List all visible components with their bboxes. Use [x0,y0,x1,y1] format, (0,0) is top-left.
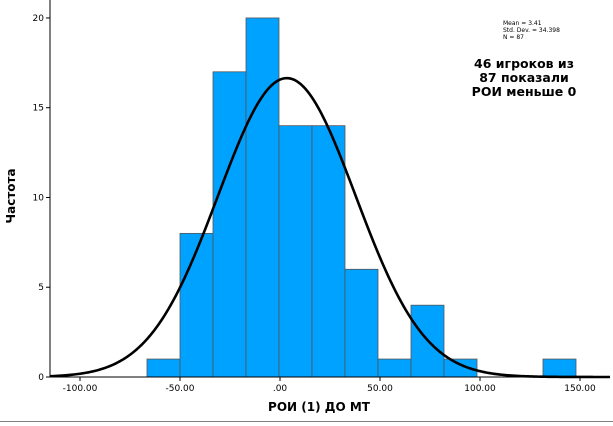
bottom-divider [0,421,613,422]
histogram-bar-0 [146,358,181,378]
y-tick-label-4: 20 [33,14,45,24]
y-tick-label-0: 0 [38,373,44,383]
y-tick-label-1: 5 [38,283,44,293]
x-tick-label-2: .00 [273,384,288,394]
stats-std-dev: Std. Dev. = 34.398 [503,27,560,34]
x-tick-label-4: 100.00 [464,384,496,394]
histogram-bar-5 [311,125,346,378]
histogram-bar-3 [245,17,280,378]
histogram-bar-6 [344,268,379,378]
y-tick-label-2: 10 [33,193,45,203]
x-tick-label-3: 50.00 [367,384,393,394]
histogram-bars [146,17,577,378]
histogram-bar-10 [542,358,577,378]
y-axis-ticks: 0 5 10 15 20 [33,14,50,383]
histogram-bar-1 [179,232,214,378]
x-tick-label-1: -50.00 [165,384,194,394]
histogram-bar-4 [278,125,313,378]
histogram-bar-7 [377,358,412,378]
x-tick-label-0: -100.00 [63,384,98,394]
x-tick-label-5: 150.00 [564,384,596,394]
y-tick-label-3: 15 [33,104,44,114]
annotation-line-3: РОИ меньше 0 [472,84,577,99]
normal-curve [49,76,611,379]
x-axis-ticks: -100.00 -50.00 .00 50.00 100.00 150.00 [63,377,596,394]
stats-n: N = 87 [503,34,524,41]
annotation-line-2: 87 показали [479,70,569,85]
stats-mean: Mean = 3.41 [503,20,542,27]
annotation-line-1: 46 игроков из [474,56,574,71]
histogram-bar-2 [212,71,247,378]
y-axis-title: Частота [4,168,18,223]
x-axis-title: РОИ (1) ДО МТ [268,400,371,414]
